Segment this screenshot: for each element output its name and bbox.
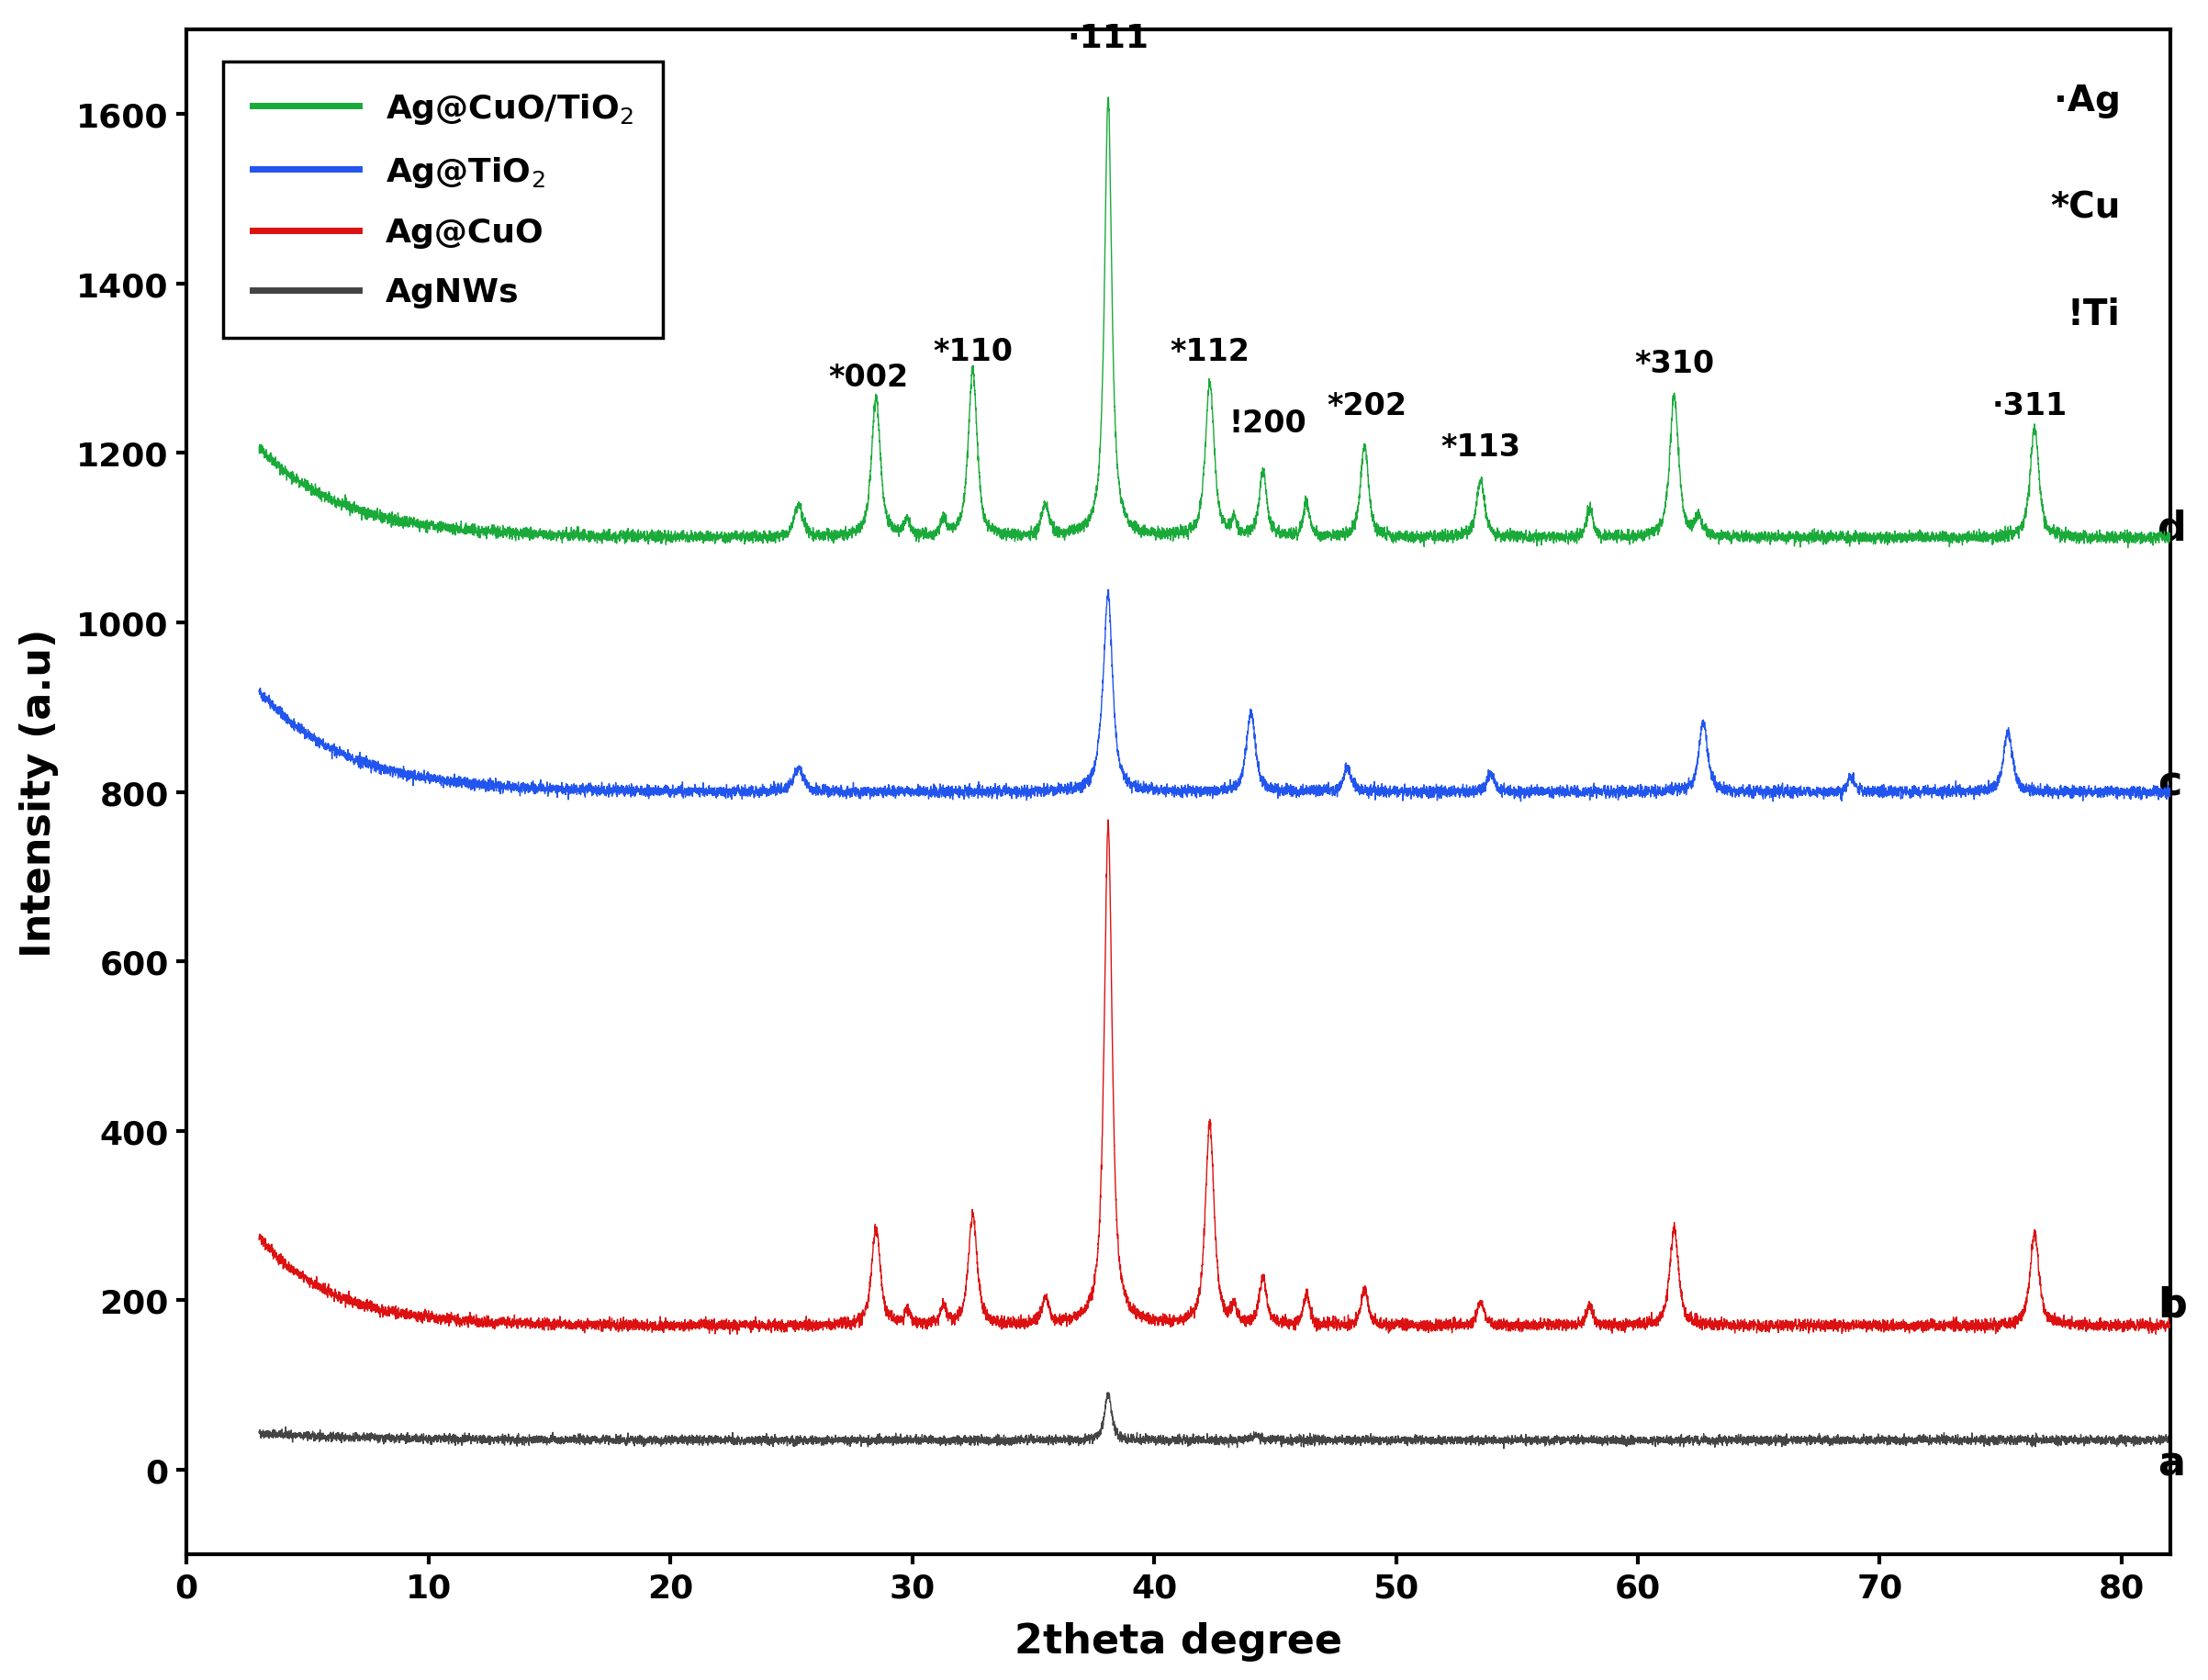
Text: c: c (2157, 764, 2182, 803)
Text: *Cu: *Cu (2051, 190, 2120, 225)
Text: a: a (2157, 1443, 2186, 1483)
Text: ·311: ·311 (1992, 391, 2067, 422)
Y-axis label: Intensity (a.u): Intensity (a.u) (20, 628, 60, 958)
Text: !Ti: !Ti (2067, 297, 2120, 333)
Text: *310: *310 (1634, 349, 1713, 380)
Text: ·Ag: ·Ag (2053, 84, 2120, 118)
Text: *113: *113 (1442, 432, 1521, 462)
Text: !200: !200 (1230, 408, 1307, 438)
Legend: Ag@CuO/TiO$_2$, Ag@TiO$_2$, Ag@CuO, AgNWs: Ag@CuO/TiO$_2$, Ag@TiO$_2$, Ag@CuO, AgNW… (223, 62, 662, 338)
Text: d: d (2157, 509, 2188, 548)
Text: *112: *112 (1170, 338, 1250, 368)
Text: ·111: ·111 (1066, 24, 1148, 54)
X-axis label: 2theta degree: 2theta degree (1013, 1621, 1342, 1662)
Text: *202: *202 (1327, 391, 1406, 422)
Text: *002: *002 (828, 363, 910, 393)
Text: *110: *110 (932, 338, 1013, 368)
Text: b: b (2157, 1285, 2188, 1324)
